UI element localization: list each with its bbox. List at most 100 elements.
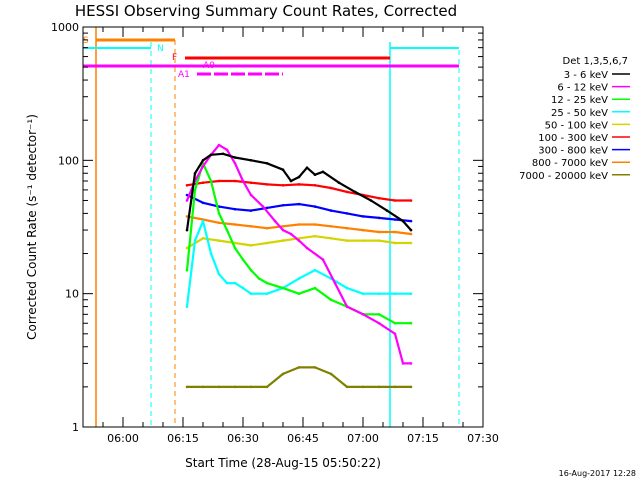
- data-point-0-5: [233, 156, 237, 159]
- data-point-2-6: [233, 246, 237, 250]
- data-point-5-2: [217, 179, 221, 183]
- data-point-2-14: [329, 298, 333, 302]
- legend-label: 6 - 12 keV: [557, 83, 608, 94]
- flag-label-f: F: [172, 53, 177, 63]
- data-point-1-21: [401, 362, 405, 365]
- data-point-6-3: [233, 207, 237, 211]
- data-point-6-13: [393, 218, 397, 221]
- data-point-5-5: [265, 183, 269, 186]
- data-point-4-0: [185, 246, 189, 250]
- data-point-0-10: [297, 175, 301, 179]
- series-line-0: [185, 152, 412, 231]
- data-point-3-4: [217, 272, 221, 276]
- flag-label-s: S: [83, 36, 89, 46]
- data-point-0-1: [193, 172, 197, 175]
- data-point-2-0: [185, 268, 189, 272]
- data-point-1-12: [289, 232, 293, 236]
- x-tick-label: 06:00: [107, 432, 139, 445]
- timestamp: 16-Aug-2017 12:28: [559, 469, 636, 478]
- flag-label-a0: A0: [203, 61, 215, 71]
- data-point-7-14: [409, 232, 413, 236]
- data-point-0-13: [321, 170, 325, 174]
- data-point-2-7: [241, 258, 245, 261]
- data-point-6-7: [297, 202, 301, 206]
- data-point-5-1: [201, 181, 205, 184]
- data-point-4-9: [329, 237, 333, 240]
- data-point-0-15: [353, 190, 357, 194]
- data-point-2-18: [393, 321, 397, 325]
- data-point-2-5: [225, 228, 229, 232]
- data-point-8-1: [201, 385, 205, 389]
- data-point-0-19: [409, 228, 413, 232]
- data-point-0-11: [305, 166, 309, 169]
- flags-layer: S NF A0 A1: [83, 27, 460, 427]
- data-point-6-4: [249, 209, 253, 212]
- data-point-3-11: [297, 277, 301, 280]
- data-point-0-18: [401, 219, 405, 223]
- data-point-3-15: [361, 292, 365, 296]
- data-point-8-9: [329, 372, 333, 376]
- data-point-2-3: [209, 179, 213, 183]
- data-point-6-12: [377, 216, 381, 220]
- data-point-6-1: [201, 201, 205, 205]
- data-point-0-6: [249, 159, 253, 162]
- data-point-5-0: [185, 184, 189, 187]
- data-point-1-14: [305, 246, 309, 250]
- data-point-0-2: [201, 159, 205, 162]
- data-point-8-0: [185, 385, 189, 389]
- data-point-1-15: [321, 258, 325, 261]
- data-point-8-5: [265, 385, 269, 389]
- legend-label: 300 - 800 keV: [538, 146, 608, 157]
- legend-label: 800 - 7000 keV: [532, 158, 608, 169]
- data-point-4-12: [377, 239, 381, 242]
- data-point-4-11: [361, 239, 365, 242]
- data-point-7-6: [281, 225, 285, 228]
- data-point-2-1: [193, 188, 197, 192]
- legend-header: Det 1,3,5,6,7: [563, 56, 628, 67]
- data-point-3-6: [233, 281, 237, 285]
- data-point-1-13: [297, 239, 301, 242]
- data-point-3-3: [209, 252, 213, 255]
- y-tick-label: 100: [58, 154, 79, 167]
- data-point-7-8: [313, 223, 317, 226]
- data-point-0-0: [185, 228, 189, 232]
- data-point-0-8: [281, 168, 285, 171]
- legend-label: 100 - 300 keV: [538, 133, 608, 144]
- data-point-5-7: [297, 183, 301, 186]
- data-point-4-1: [201, 237, 205, 240]
- legend-label: 50 - 100 keV: [545, 120, 609, 131]
- data-point-6-9: [329, 209, 333, 212]
- data-point-6-10: [345, 212, 349, 215]
- data-point-0-17: [385, 209, 389, 212]
- data-point-3-7: [241, 286, 245, 290]
- data-point-0-16: [369, 199, 373, 202]
- data-point-2-12: [297, 292, 301, 296]
- data-point-5-13: [393, 199, 397, 202]
- data-point-7-3: [233, 223, 237, 226]
- data-point-4-2: [217, 239, 221, 242]
- data-point-3-12: [313, 268, 317, 272]
- x-tick-label: 06:30: [227, 432, 259, 445]
- series-layer: [185, 143, 413, 389]
- data-point-0-4: [221, 152, 225, 156]
- data-point-2-13: [313, 286, 317, 290]
- data-point-5-9: [329, 186, 333, 190]
- flag-label-a1: A1: [178, 70, 190, 80]
- legend-label: 12 - 25 keV: [551, 95, 608, 106]
- y-axis-label: Corrected Count Rate (s⁻¹ detector⁻¹): [25, 114, 39, 340]
- data-point-1-5: [225, 148, 229, 152]
- data-point-1-11: [281, 228, 285, 232]
- data-point-2-17: [377, 313, 381, 316]
- data-point-8-11: [361, 385, 365, 389]
- data-point-1-6: [233, 162, 237, 165]
- flag-label-n: N: [157, 44, 164, 54]
- legend-label: 7000 - 20000 keV: [519, 171, 608, 182]
- data-point-3-9: [265, 292, 269, 296]
- data-point-1-19: [377, 321, 381, 325]
- data-point-6-11: [361, 215, 365, 218]
- data-point-3-5: [225, 281, 229, 285]
- data-point-6-8: [313, 205, 317, 208]
- data-point-7-5: [265, 226, 269, 230]
- data-point-1-22: [409, 362, 413, 365]
